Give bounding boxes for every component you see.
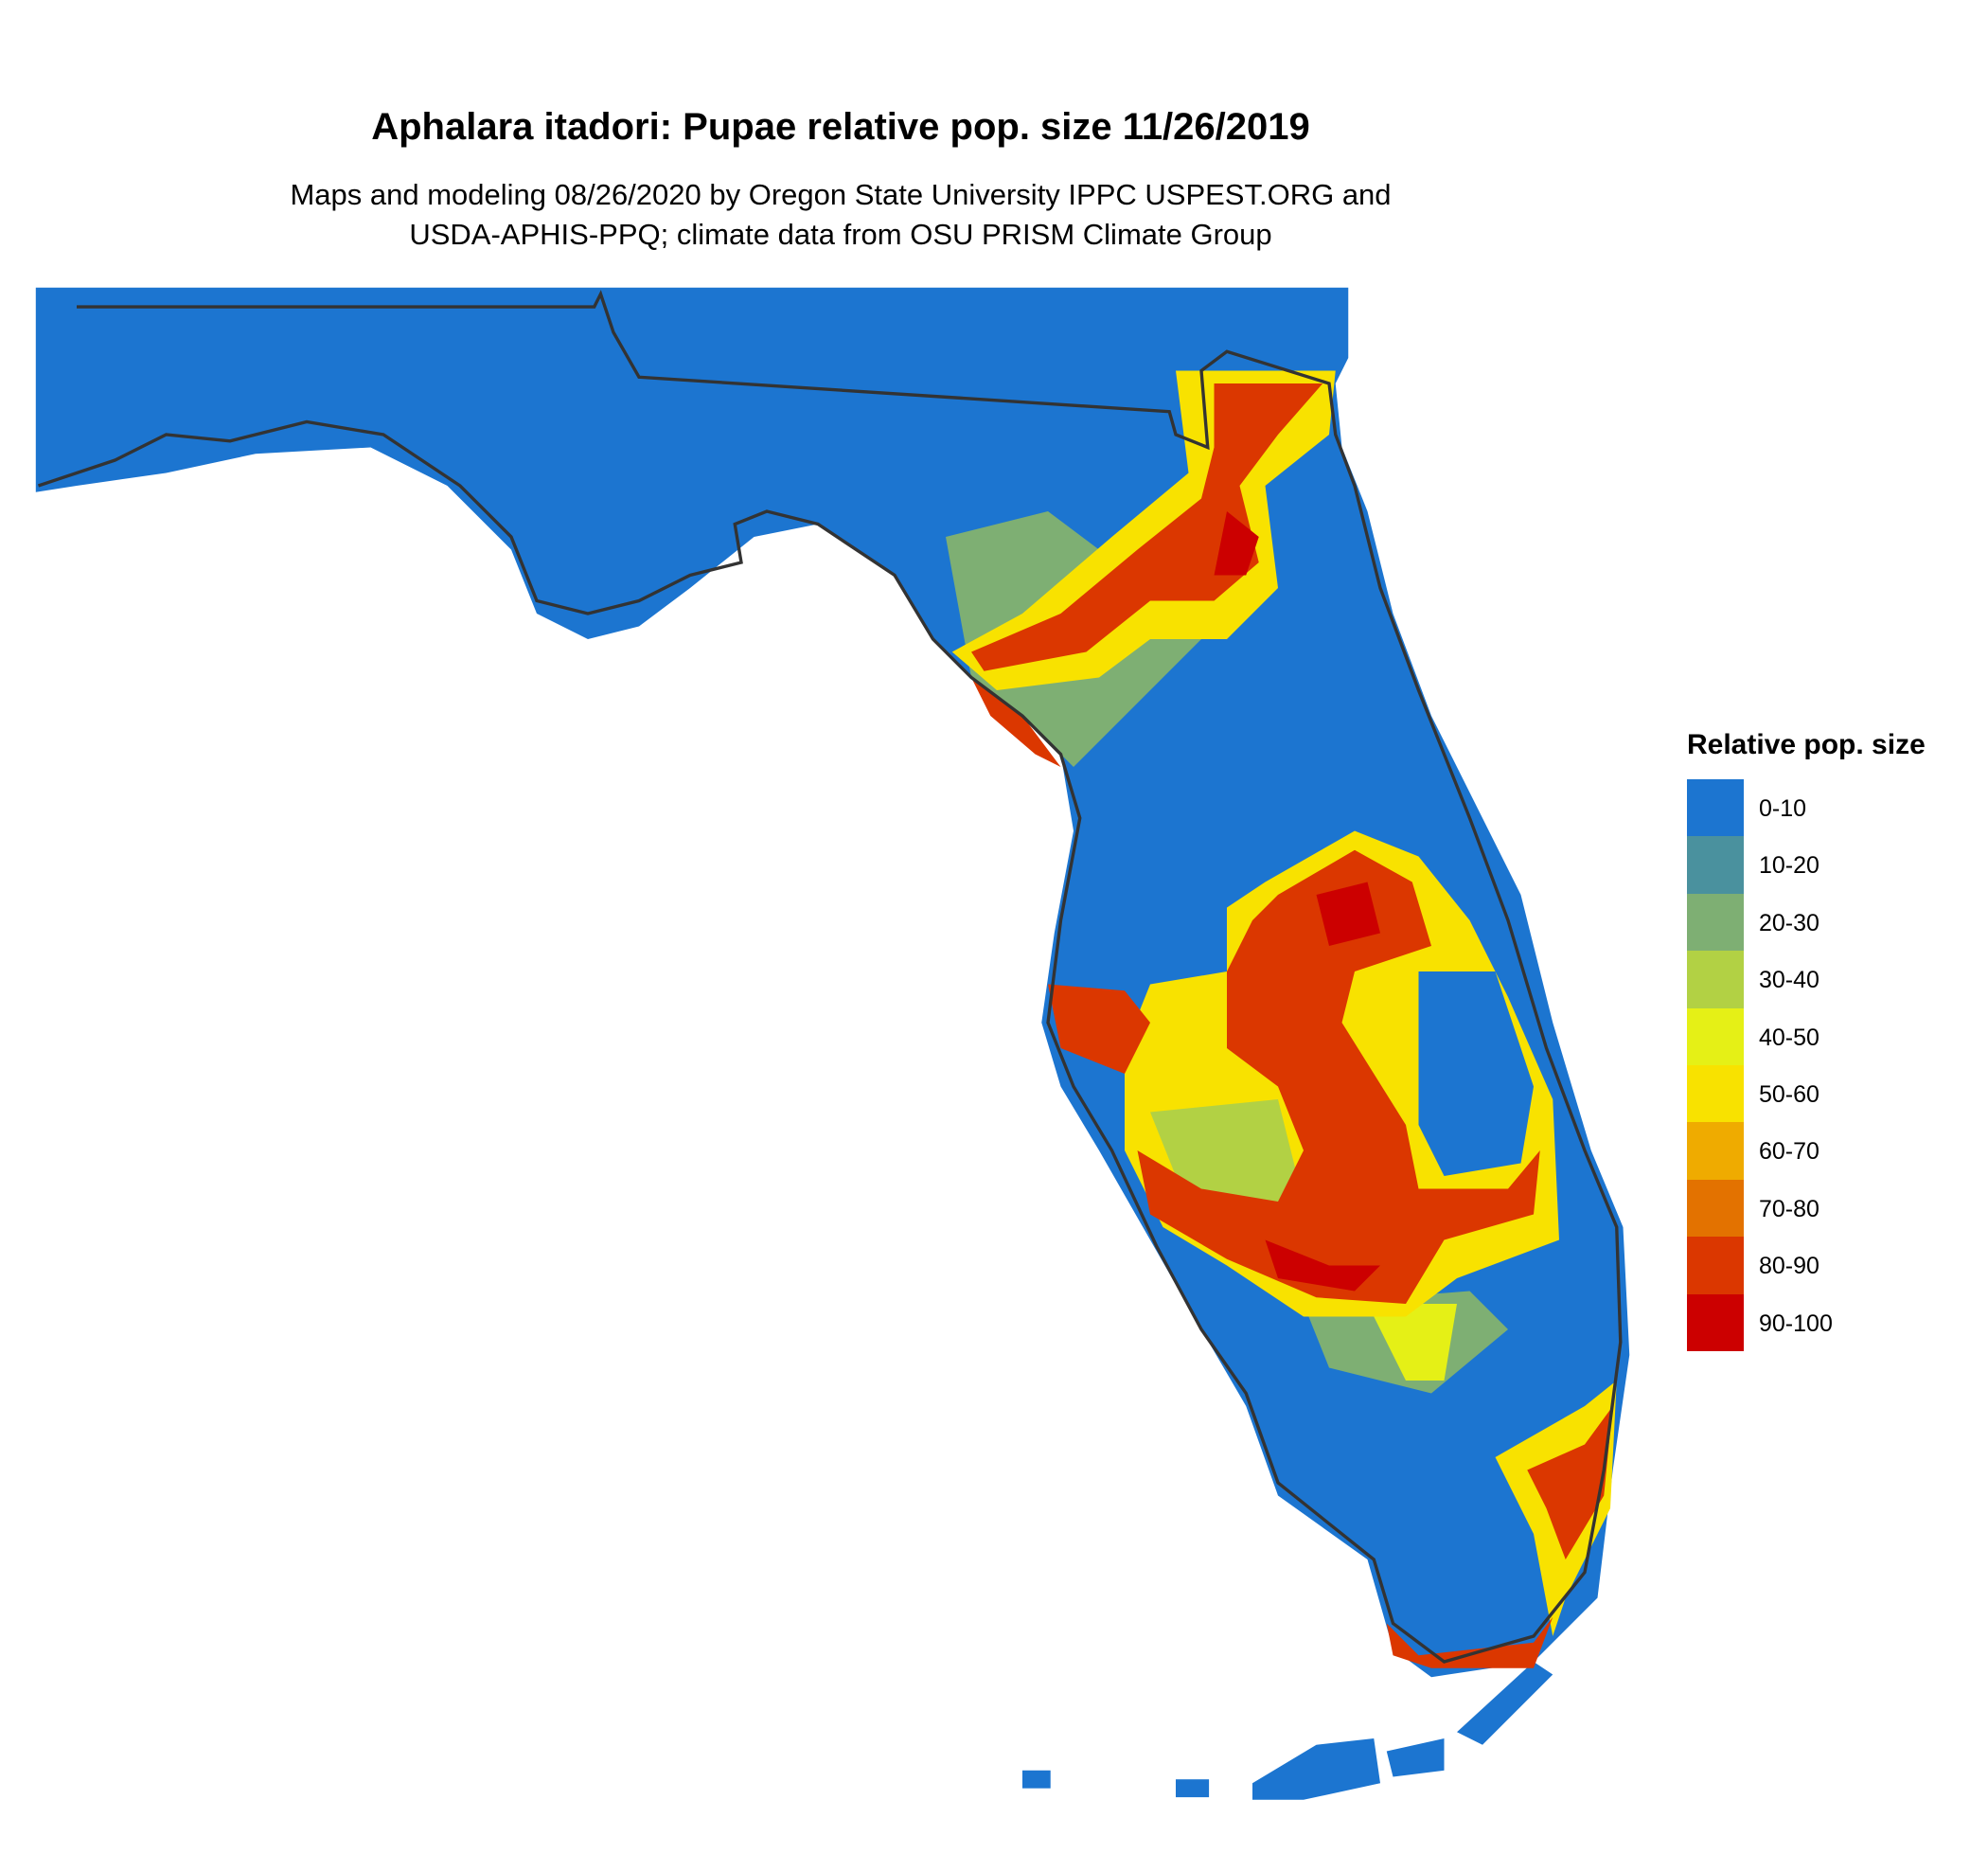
legend-label: 60-70 [1759,1138,1819,1166]
legend-swatch [1687,1179,1744,1238]
legend-label: 10-20 [1759,852,1819,880]
legend-swatch [1687,836,1744,894]
legend-swatch [1687,893,1744,952]
florida-keys [1022,1662,1553,1800]
legend-label: 20-30 [1759,909,1819,936]
legend-swatch [1687,1293,1744,1351]
legend-label: 40-50 [1759,1024,1819,1051]
legend-swatch [1687,1065,1744,1123]
map-subtitle-line-1: Maps and modeling 08/26/2020 by Oregon S… [290,178,1392,211]
legend-swatch [1687,1007,1744,1065]
central-hotspot [1048,830,1559,1394]
legend-item: 0-10 [1687,779,1988,837]
legend-item: 50-60 [1687,1065,1988,1123]
legend-item: 80-90 [1687,1237,1988,1294]
legend-item: 90-100 [1687,1293,1988,1351]
legend-swatch [1687,951,1744,1008]
legend-item: 30-40 [1687,951,1988,1008]
legend-swatch [1687,779,1744,837]
north-hotspot [946,370,1336,767]
legend-label: 30-40 [1759,967,1819,994]
map-subtitle-line-2: USDA-APHIS-PPQ; climate data from OSU PR… [409,218,1272,251]
legend-label: 50-60 [1759,1081,1819,1108]
legend-item: 70-80 [1687,1179,1988,1238]
legend-item: 20-30 [1687,893,1988,952]
legend-title: Relative pop. size [1687,729,1926,760]
legend-label: 90-100 [1759,1310,1833,1337]
legend-label: 80-90 [1759,1253,1819,1280]
state-boundary [37,290,1623,1664]
legend-item: 60-70 [1687,1122,1988,1180]
legend-label: 70-80 [1759,1195,1819,1222]
legend-swatch [1687,1237,1744,1294]
legend-item: 10-20 [1687,836,1988,894]
legend-label: 0-10 [1759,795,1807,822]
southeast-hotspot [1386,1381,1617,1668]
legend-swatch [1687,1122,1744,1180]
legend-item: 40-50 [1687,1007,1988,1065]
map-title: Aphalara itadori: Pupae relative pop. si… [371,106,1310,148]
